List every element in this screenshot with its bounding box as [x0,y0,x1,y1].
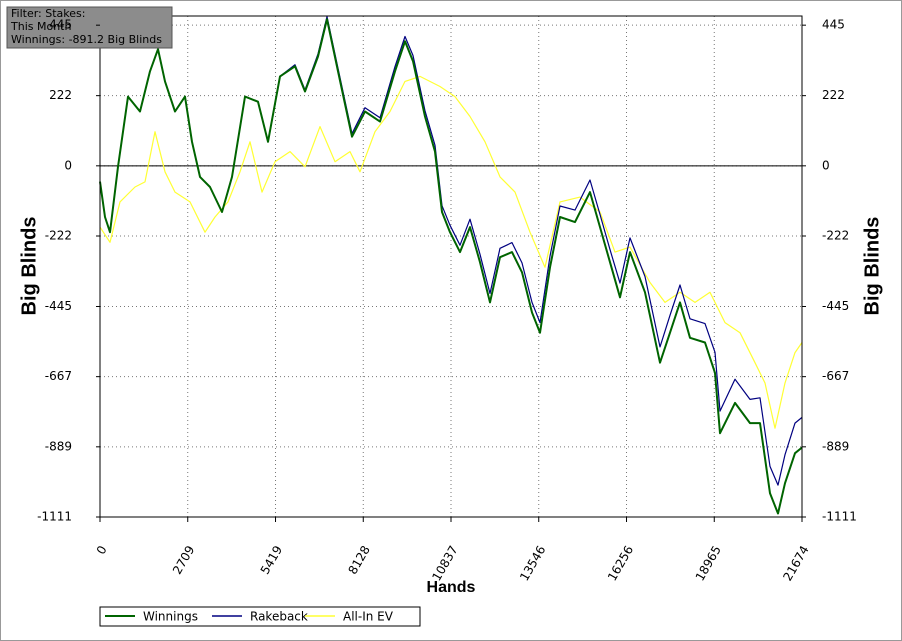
y-axis-label: Big Blinds [18,217,40,316]
legend [99,606,421,627]
y-tick-label-right: 0 [822,158,830,172]
legend-label: Winnings [143,610,198,624]
y-tick-label: 222 [49,88,72,102]
series-line [99,18,803,515]
info-text: This Month [10,20,71,33]
y-tick-label: -1111 [37,510,72,524]
y-tick-label-right: -1111 [822,510,857,524]
y-tick-label: 0 [64,158,72,172]
y-tick-label: -667 [45,369,72,383]
plot-area [99,16,803,518]
y-axis-label-right: Big Blinds [861,217,883,316]
x-axis-label: Hands [427,579,476,596]
info-box [6,6,173,49]
y-tick-label: -445 [45,299,72,313]
info-text: Filter: Stakes: [11,7,85,20]
y-tick-label-right: -667 [822,369,849,383]
y-tick-label-right: -445 [822,299,849,313]
y-tick-label-right: -889 [822,439,849,453]
y-tick-label-right: 445 [822,18,845,32]
series-line [99,75,803,429]
legend-label: All-In EV [343,610,394,624]
y-tick-label-right: 222 [822,88,845,102]
y-tick-label: -889 [45,439,72,453]
info-text: Winnings: -891.2 Big Blinds [11,33,162,46]
y-tick-label-right: -222 [822,228,849,242]
legend-label: Rakeback [250,610,308,624]
y-tick-label: 445 [49,18,72,32]
y-tick-label: -222 [45,228,72,242]
